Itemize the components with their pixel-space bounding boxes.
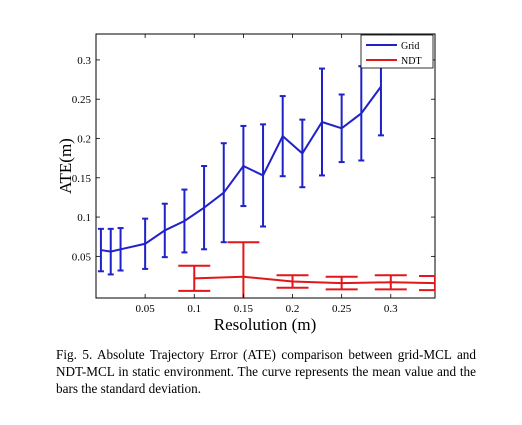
x-axis-label: Resolution (m) [214, 315, 316, 334]
error-bar-grid [97, 227, 104, 273]
series-line-ndt [194, 275, 435, 285]
y-tick-label: 0.1 [77, 212, 91, 224]
error-bar-ndt [227, 241, 260, 298]
error-bar-grid [260, 123, 267, 228]
x-tick-label: 0.1 [187, 303, 201, 315]
error-bar-grid [279, 95, 286, 178]
y-tick-label: 0.15 [72, 173, 92, 185]
series-line-grid [100, 86, 382, 253]
error-bar-grid [181, 188, 188, 254]
y-tick-label: 0.25 [72, 94, 92, 106]
plot-area [95, 33, 436, 299]
x-tick-label: 0.05 [136, 303, 156, 315]
error-bar-grid [117, 227, 124, 272]
legend-box [360, 34, 434, 69]
x-tick-label: 0.3 [384, 303, 398, 315]
error-bar-grid [142, 217, 149, 270]
ate-chart: 0.05 0.1 0.15 0.2 0.25 0.3 0.05 0.1 0.15 0.2 0.25 0… [56, 33, 436, 334]
y-tick-label: 0.2 [77, 134, 91, 146]
legend-label-ndt: NDT [401, 56, 422, 67]
legend-label-grid: Grid [401, 41, 419, 52]
figure-caption: Fig. 5. Absolute Trajectory Error (ATE) … [56, 347, 476, 396]
x-tick-label: 0.2 [286, 303, 300, 315]
error-bar-grid [338, 93, 345, 164]
error-bar-ndt [276, 274, 309, 289]
y-tick-label: 0.3 [77, 55, 91, 67]
series-ndt [178, 241, 435, 298]
y-axis-label: ATE(m) [56, 138, 75, 194]
error-bar-grid [201, 165, 208, 251]
x-tick-label: 0.15 [234, 303, 254, 315]
error-bar-ndt [419, 275, 435, 292]
error-bar-ndt [374, 274, 407, 291]
error-bar-grid [107, 227, 114, 276]
error-bar-ndt [325, 275, 358, 291]
error-bar-grid [319, 67, 325, 177]
error-bar-grid [161, 202, 168, 259]
x-tick-label: 0.25 [332, 303, 352, 315]
error-bar-grid [240, 124, 247, 208]
ticks-layer: 0.05 0.1 0.15 0.2 0.25 0.3 0.05 0.1 0.15 0.2 0.25 0… [72, 34, 435, 315]
legend: Grid NDT [360, 34, 434, 69]
error-bar-grid [220, 142, 227, 244]
error-bar-grid [299, 118, 306, 189]
error-bar-ndt [178, 264, 211, 292]
y-tick-label: 0.05 [72, 251, 92, 263]
